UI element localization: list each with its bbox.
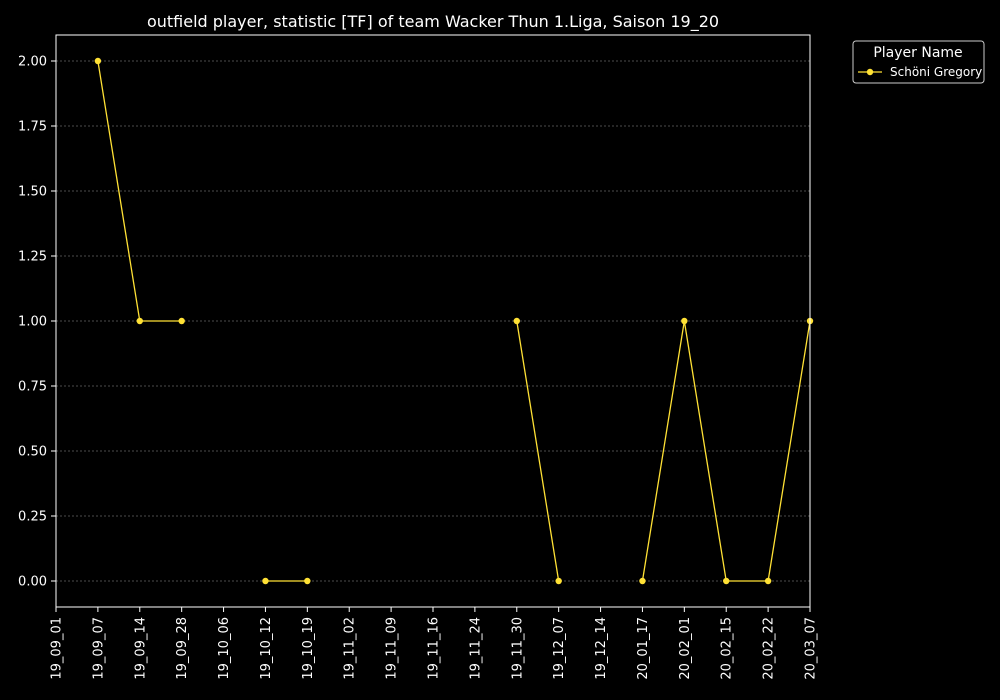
y-tick-label: 0.75 <box>18 380 47 395</box>
x-tick-label: 19_09_28 <box>175 617 190 680</box>
x-tick-label: 19_12_14 <box>594 617 609 680</box>
data-point <box>178 317 185 325</box>
data-point <box>513 317 520 325</box>
data-point <box>681 317 688 325</box>
x-tick-label: 20_02_01 <box>678 617 693 680</box>
chart-title: outfield player, statistic [TF] of team … <box>147 12 719 32</box>
x-tick-label: 19_10_19 <box>301 617 316 680</box>
x-axis: 19_09_01 19_09_07 19_09_14 19_09_28 19_10_06… <box>50 607 819 680</box>
y-tick-label: 1.50 <box>18 185 47 200</box>
x-tick-label: 19_10_06 <box>217 617 232 680</box>
y-tick-label: 1.75 <box>18 120 47 135</box>
x-tick-label: 19_09_01 <box>50 617 65 680</box>
x-tick-label: 20_03_07 <box>804 617 819 680</box>
legend: Player Name Schöni Gregory <box>852 40 985 84</box>
x-tick-label: 19_11_09 <box>385 617 400 680</box>
x-tick-label: 19_10_12 <box>259 617 274 680</box>
series-line-segment <box>516 320 560 582</box>
data-point <box>555 577 562 585</box>
x-tick-label: 20_02_15 <box>720 617 735 680</box>
legend-box <box>852 40 985 84</box>
x-tick-label: 19_11_30 <box>510 617 525 680</box>
legend-entry-label: Schöni Gregory <box>890 65 982 79</box>
data-point <box>764 577 772 585</box>
data-point <box>94 57 102 65</box>
x-tick-label: 19_11_24 <box>468 617 483 680</box>
data-point <box>723 577 730 585</box>
y-axis: 0.00 0.25 0.50 0.75 1.00 1.25 1.50 1.75 2.00 <box>18 55 56 590</box>
legend-title: Player Name <box>873 45 962 61</box>
data-point <box>136 317 143 325</box>
data-point <box>639 577 646 585</box>
series-layer <box>94 57 814 585</box>
legend-dot-marker <box>866 68 874 76</box>
data-point <box>304 577 311 585</box>
x-tick-label: 19_09_14 <box>133 617 148 680</box>
y-tick-label: 0.00 <box>18 575 47 590</box>
x-tick-label: 19_12_07 <box>552 617 567 680</box>
x-tick-label: 20_02_22 <box>762 617 777 680</box>
x-tick-label: 19_09_07 <box>91 617 106 680</box>
x-tick-label: 20_01_17 <box>636 617 651 680</box>
x-tick-label: 19_11_16 <box>427 617 442 680</box>
y-tick-label: 0.50 <box>18 445 47 460</box>
y-tick-label: 1.00 <box>18 315 47 330</box>
y-tick-label: 1.25 <box>18 250 47 265</box>
x-tick-label: 19_11_02 <box>343 617 358 680</box>
y-tick-label: 2.00 <box>18 55 47 70</box>
y-tick-label: 0.25 <box>18 510 47 525</box>
data-point <box>262 577 269 585</box>
